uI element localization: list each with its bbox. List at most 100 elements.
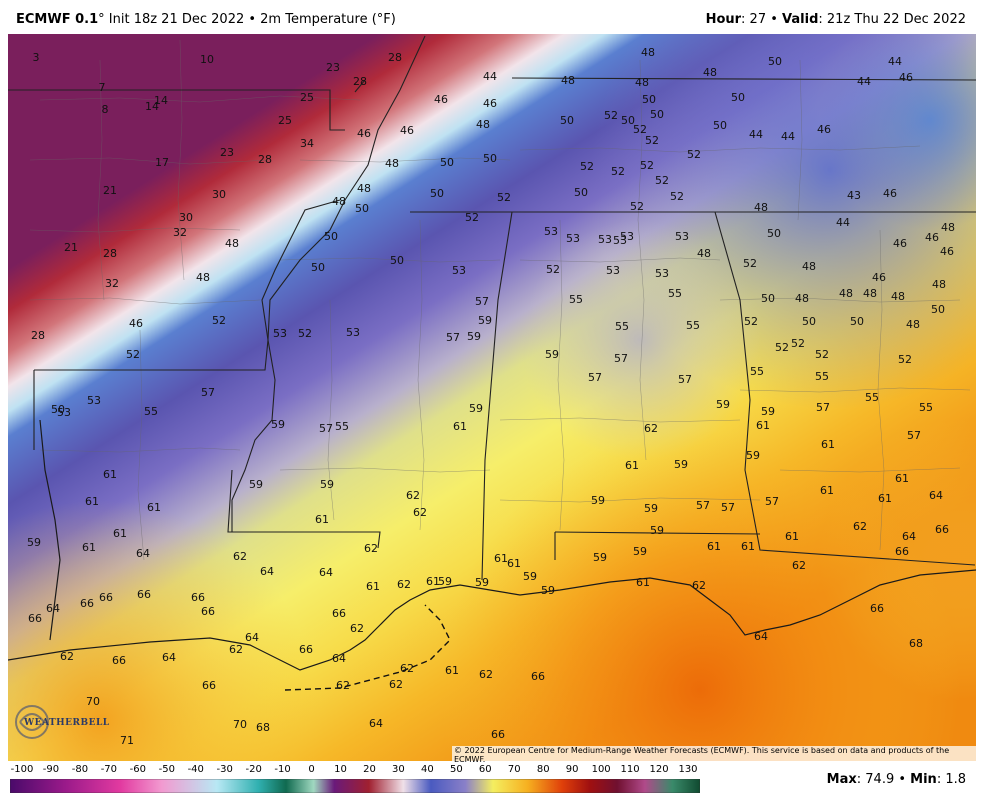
temperature-value: 66: [895, 545, 909, 558]
temperature-value: 66: [491, 728, 505, 741]
temperature-value: 46: [883, 187, 897, 200]
temperature-value: 59: [593, 551, 607, 564]
temperature-value: 59: [761, 405, 775, 418]
colorbar-tick-label: -100: [10, 764, 34, 775]
temperature-value: 52: [815, 348, 829, 361]
temperature-value: 55: [919, 401, 933, 414]
temperature-value: 61: [85, 495, 99, 508]
temperature-value: 52: [212, 314, 226, 327]
temperature-value: 46: [817, 123, 831, 136]
temperature-value: 50: [390, 254, 404, 267]
colorbar-tick-label: 90: [565, 764, 579, 775]
temperature-value: 62: [336, 679, 350, 692]
colorbar-legend: -100 -90 -80 -70 -60 -50 -40 -30 -20 -10 0 10 20 30 40…: [10, 762, 700, 802]
temperature-value: 53: [655, 267, 669, 280]
temperature-value: 50: [850, 315, 864, 328]
temperature-value: 55: [668, 287, 682, 300]
temperature-value: 61: [625, 459, 639, 472]
valid-label: Valid: [782, 12, 819, 27]
colorbar-tick-label: 70: [507, 764, 521, 775]
colorbar-tick-label: -80: [71, 764, 89, 775]
temperature-value: 62: [233, 550, 247, 563]
temperature-value: 32: [173, 226, 187, 239]
temperature-value: 44: [483, 70, 497, 83]
temperature-value: 57: [614, 352, 628, 365]
temperature-value: 59: [674, 458, 688, 471]
temperature-value: 48: [941, 221, 955, 234]
temperature-value: 8: [102, 103, 109, 116]
temperature-value: 28: [103, 247, 117, 260]
temperature-value: 68: [909, 637, 923, 650]
temperature-value: 64: [332, 652, 346, 665]
temperature-value: 50: [650, 108, 664, 121]
temperature-value: 61: [785, 530, 799, 543]
temperature-value: 44: [836, 216, 850, 229]
temperature-value: 48: [754, 201, 768, 214]
mississippi-river: [231, 35, 426, 532]
temperature-value: 48: [795, 292, 809, 305]
temperature-value: 62: [229, 643, 243, 656]
temperature-value: 59: [467, 330, 481, 343]
temperature-value: 55: [865, 391, 879, 404]
temperature-value: 62: [692, 579, 706, 592]
temperature-value: 62: [479, 668, 493, 681]
temperature-value: 28: [31, 329, 45, 342]
colorbar-ramp: [10, 779, 700, 793]
temperature-value: 48: [385, 157, 399, 170]
temperature-value: 46: [357, 127, 371, 140]
temperature-value: 57: [678, 373, 692, 386]
temperature-value: 48: [891, 290, 905, 303]
temperature-value: 59: [746, 449, 760, 462]
temperature-value: 55: [615, 320, 629, 333]
temperature-value: 53: [87, 394, 101, 407]
temperature-value: 50: [642, 93, 656, 106]
gulf-coastline: [8, 419, 976, 671]
temperature-value: 23: [220, 146, 234, 159]
temperature-value: 64: [162, 651, 176, 664]
colorbar-tick-label: -60: [129, 764, 146, 775]
temperature-map[interactable]: 3 10 23 28 7 8 14 14 28 25 25 34 23 28 17 21 30 30 32 21 28 3…: [8, 34, 976, 761]
temperature-value: 71: [120, 734, 134, 747]
temperature-value: 28: [388, 51, 402, 64]
temperature-value: 52: [546, 263, 560, 276]
temperature-value: 53: [598, 233, 612, 246]
temperature-value: 62: [350, 622, 364, 635]
temperature-value: 61: [741, 540, 755, 553]
temperature-value: 48: [476, 118, 490, 131]
colorbar-tick-label: 120: [649, 764, 669, 775]
temperature-value: 53: [452, 264, 466, 277]
header-bar: ECMWF 0.1° Init 18z 21 Dec 2022 • 2m Tem…: [0, 0, 984, 34]
colorbar-tick-label: 40: [421, 764, 434, 775]
temperature-value: 46: [434, 93, 448, 106]
colorbar-ticks: -100 -90 -80 -70 -60 -50 -40 -30 -20 -10 0 10 20 30 40…: [10, 764, 700, 778]
colorbar-tick-label: -10: [274, 764, 291, 775]
temperature-value: 30: [179, 211, 193, 224]
temperature-value: 10: [200, 53, 214, 66]
temperature-value: 52: [465, 211, 479, 224]
temperature-value: 46: [872, 271, 886, 284]
model-name: ECMWF 0.1: [16, 12, 99, 27]
temperature-value: 62: [364, 542, 378, 555]
temperature-value: 57: [201, 386, 215, 399]
temperature-value: 66: [202, 679, 216, 692]
temperature-value: 66: [28, 612, 42, 625]
temperature-value: 59: [523, 570, 537, 583]
temperature-value: 21: [103, 184, 117, 197]
temperature-value: 43: [847, 189, 861, 202]
temperature-value: 52: [298, 327, 312, 340]
colorbar-tick-label: 0: [308, 764, 315, 775]
temperature-value: 48: [196, 271, 210, 284]
colorbar-tick-label: 10: [334, 764, 347, 775]
temperature-value: 32: [105, 277, 119, 290]
temperature-value: 53: [544, 225, 558, 238]
temperature-value: 46: [925, 231, 939, 244]
temperature-value: 64: [136, 547, 150, 560]
colorbar-tick-label: -70: [100, 764, 118, 775]
min-label: Min: [910, 772, 937, 787]
temperature-value: 50: [802, 315, 816, 328]
temperature-value: 55: [335, 420, 349, 433]
temperature-value: 48: [863, 287, 877, 300]
weatherbell-logo: WEATHERBELL: [12, 700, 109, 744]
temperature-value: 59: [478, 314, 492, 327]
